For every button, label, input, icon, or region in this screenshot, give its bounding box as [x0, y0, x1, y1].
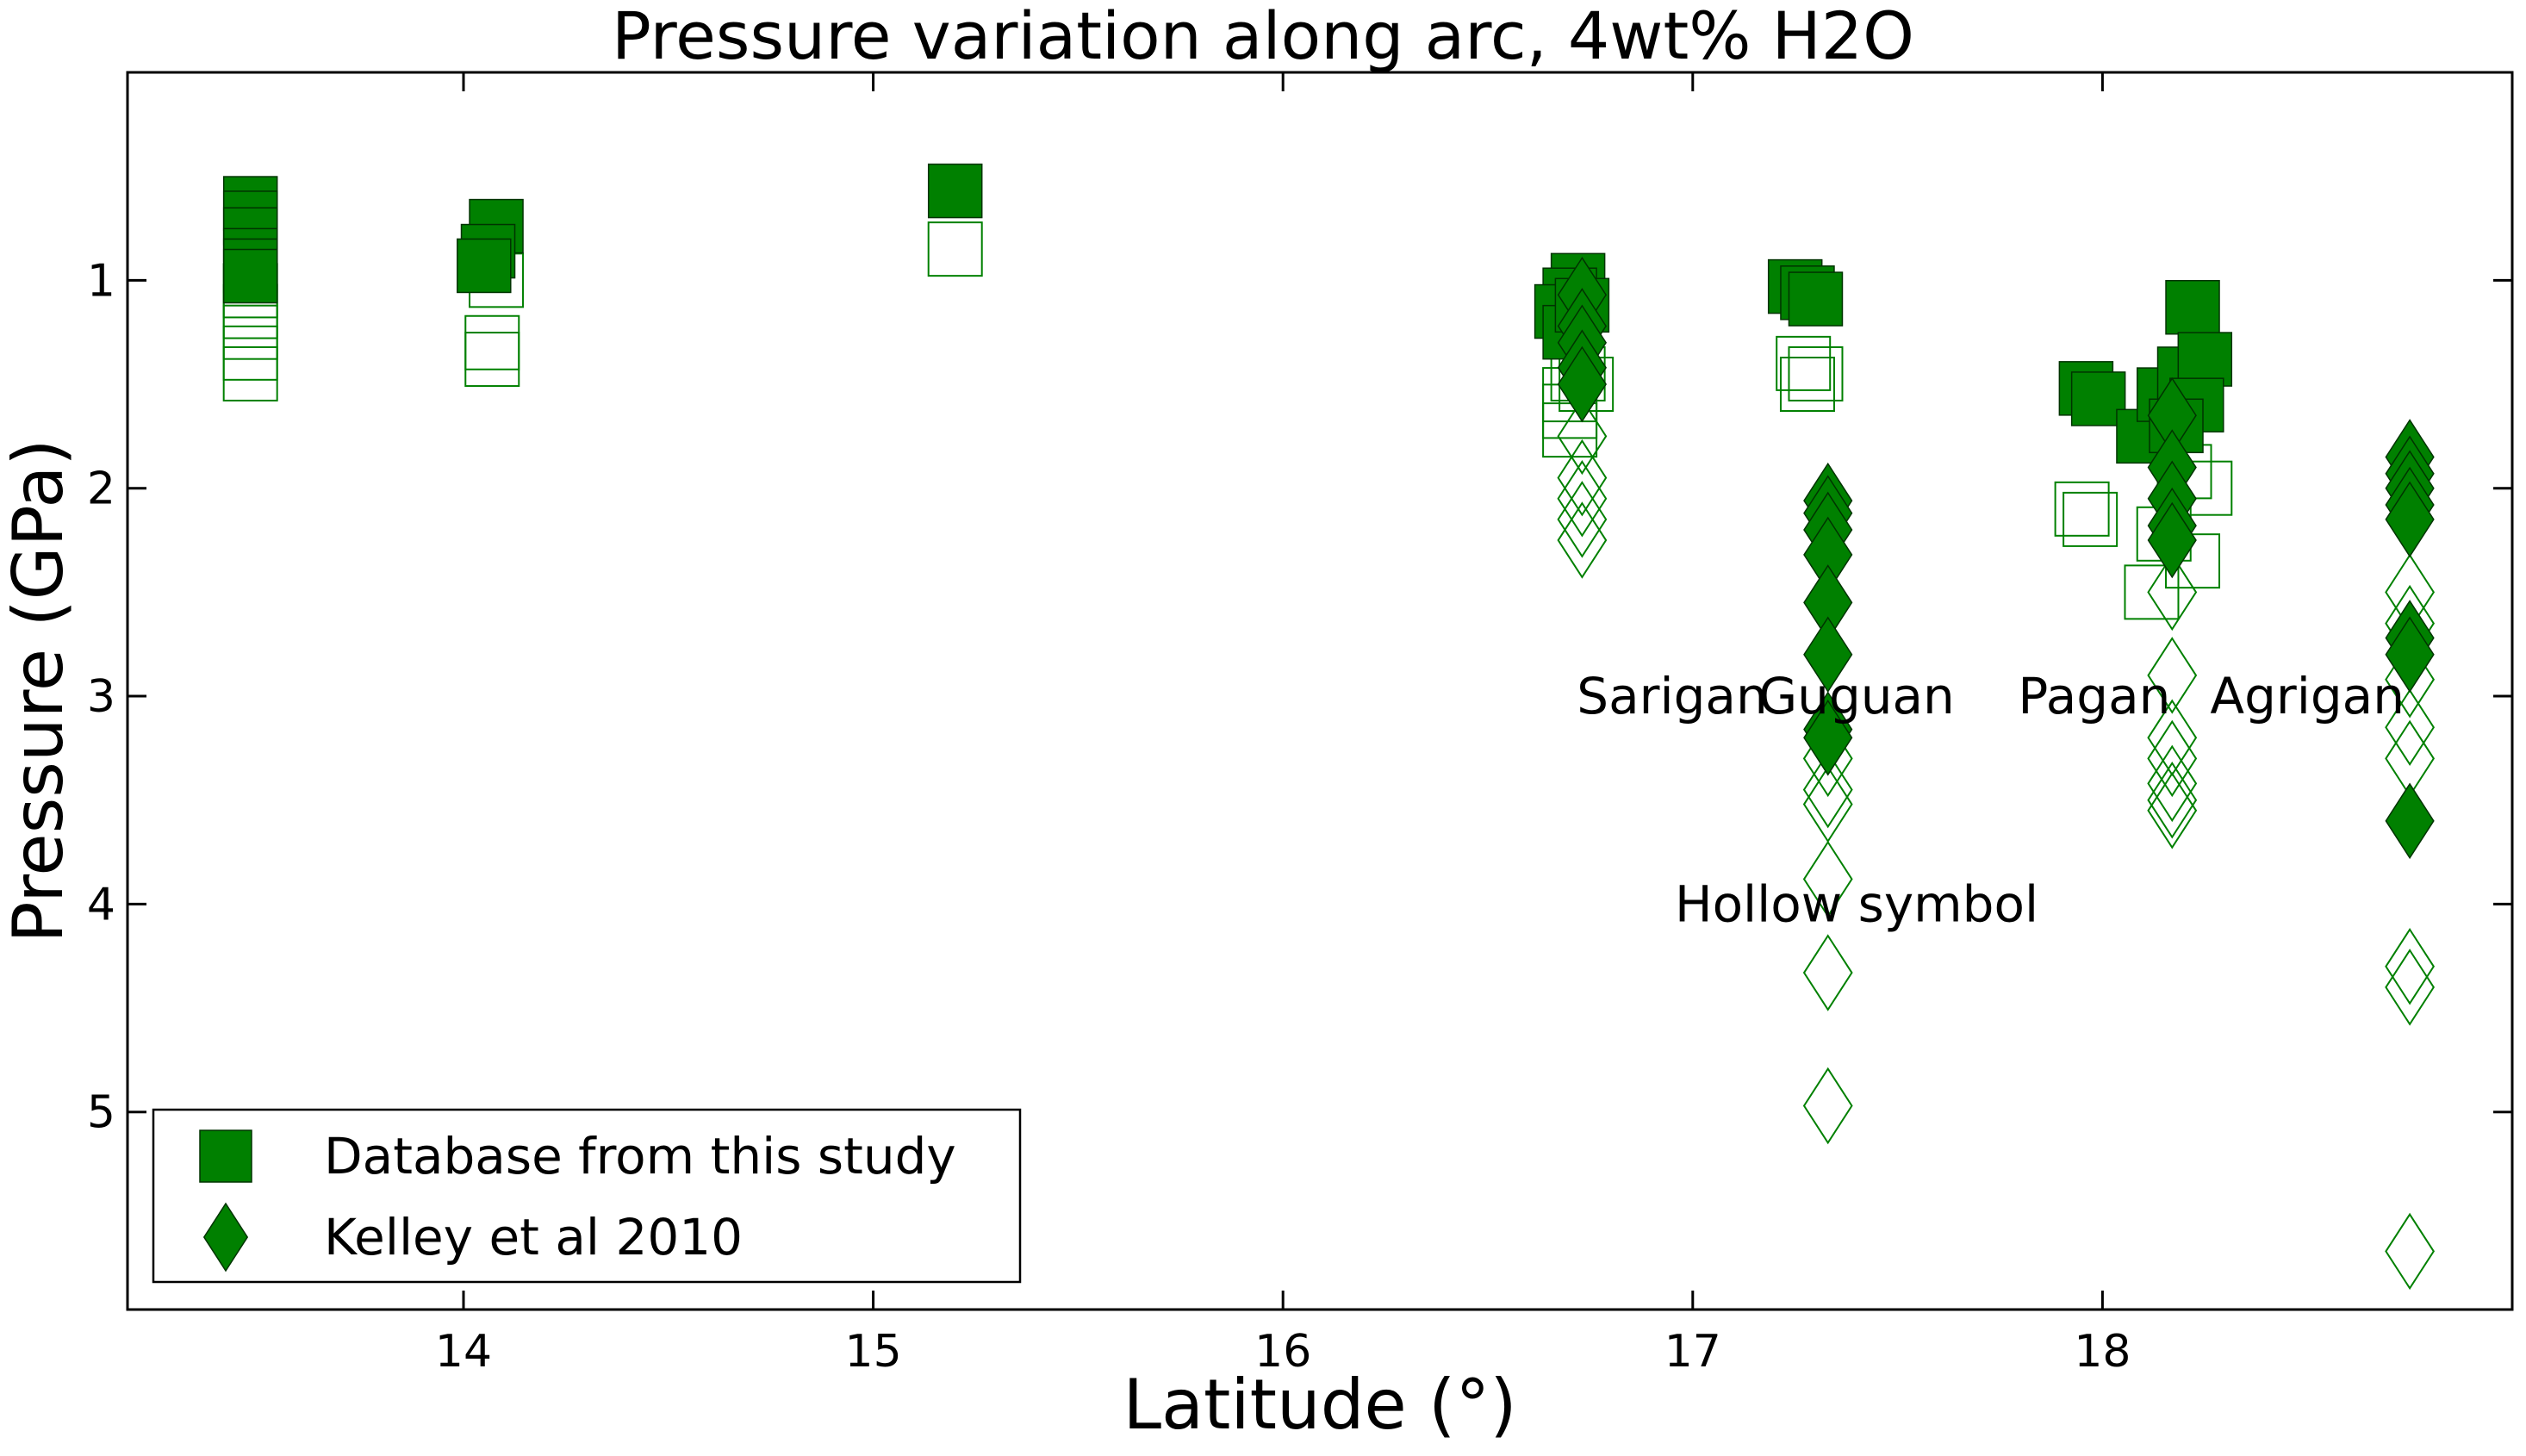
y-tick-label: 2 — [87, 464, 115, 515]
filled-square-point — [2165, 279, 2220, 335]
y-tick-label: 4 — [87, 879, 115, 930]
filled-square-point — [457, 238, 512, 294]
hollow-square-point — [1776, 335, 1832, 391]
x-tick-label: 17 — [1664, 1326, 1721, 1378]
hollow-diamond-point — [2147, 761, 2198, 839]
hollow-diamond-point — [2385, 688, 2436, 766]
hollow-square-point — [927, 221, 983, 277]
legend: Database from this study Kelley et al 201… — [152, 1108, 1022, 1284]
x-tick-label: 14 — [435, 1326, 492, 1378]
filled-diamond-point — [1803, 700, 1853, 776]
y-tick-label: 1 — [87, 255, 115, 307]
x-tick-label: 18 — [2074, 1326, 2131, 1378]
legend-entry-label: Database from this study — [324, 1127, 956, 1185]
data-marks — [222, 163, 2436, 1291]
annotation-guguan: Guguan — [1758, 667, 1955, 725]
hollow-square-point — [464, 332, 520, 388]
legend-frame — [152, 1108, 1022, 1284]
filled-square-point — [1788, 271, 1844, 327]
hollow-square-point — [2124, 564, 2180, 620]
hollow-diamond-point — [1802, 934, 1853, 1011]
plot-frame — [126, 71, 2514, 1311]
filled-square-point — [2177, 332, 2233, 387]
legend-diamond-icon — [202, 1202, 249, 1272]
hollow-diamond-point — [1802, 750, 1853, 829]
hollow-square-point — [2062, 491, 2118, 547]
hollow-diamond-point — [2147, 637, 2198, 714]
hollow-square-point — [222, 325, 278, 381]
hollow-diamond-point — [2147, 772, 2198, 849]
x-axis-label: Latitude (°) — [1123, 1365, 1516, 1445]
y-tick-label: 5 — [87, 1087, 115, 1139]
chart-title: Pressure variation along arc, 4wt% H2O — [612, 0, 1914, 74]
annotation-agrigan: Agrigan — [2210, 667, 2405, 725]
annotation-hollow-symbol: Hollow symbol — [1675, 874, 2038, 933]
hollow-diamond-point — [2385, 949, 2436, 1026]
hollow-diamond-point — [1557, 397, 1608, 476]
annotation-sarigan: Sarigan — [1577, 667, 1767, 725]
axis-ticks: 14 15 16 17 18 1 2 3 4 5 — [87, 72, 2512, 1378]
hollow-square-point — [222, 345, 278, 401]
filled-square-point — [927, 163, 983, 219]
y-axis-label: Pressure (GPa) — [0, 439, 78, 943]
filled-square-point — [222, 248, 278, 304]
legend-square-icon — [199, 1129, 252, 1183]
hollow-diamond-point — [2385, 928, 2436, 1005]
hollow-diamond-point — [1802, 840, 1853, 918]
filled-diamond-point — [2385, 616, 2435, 694]
hollow-diamond-point — [2385, 1212, 2436, 1291]
y-tick-label: 3 — [87, 671, 115, 723]
filled-diamond-point — [1557, 345, 1607, 423]
hollow-diamond-point — [2147, 553, 2198, 632]
hollow-square-point — [1779, 357, 1835, 413]
hollow-diamond-point — [1557, 460, 1608, 538]
hollow-square-point — [464, 314, 520, 370]
filled-diamond-point — [2385, 481, 2435, 558]
hollow-diamond-point — [1557, 501, 1608, 579]
hollow-square-point — [222, 304, 278, 360]
hollow-square-point — [2054, 481, 2110, 537]
filled-diamond-point — [2385, 782, 2435, 860]
hollow-square-point — [1788, 345, 1844, 401]
filled-diamond-point — [2147, 501, 2197, 579]
hollow-diamond-point — [1557, 439, 1608, 517]
hollow-diamond-point — [1557, 481, 1608, 558]
hollow-diamond-point — [2147, 719, 2198, 798]
x-tick-label: 16 — [1254, 1326, 1311, 1378]
x-tick-label: 15 — [845, 1326, 902, 1378]
annotation-pagan: Pagan — [2018, 667, 2170, 725]
hollow-diamond-point — [1802, 1067, 1853, 1145]
legend-entry-label: Kelley et al 2010 — [324, 1208, 743, 1266]
hollow-diamond-point — [2147, 744, 2198, 823]
